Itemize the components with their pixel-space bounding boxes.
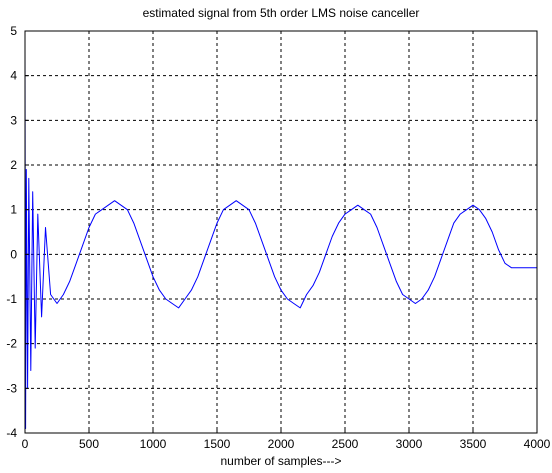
y-axis-ticks: -4 -3 -2 -1 0 1 2 3 4 5 [6,24,29,440]
x-tick-label: 3000 [396,437,423,451]
x-tick-label: 1000 [140,437,167,451]
y-tick-label: 5 [10,24,17,38]
y-tick-label: 4 [10,69,17,83]
y-tick-label: -1 [6,292,17,306]
y-tick-label: -2 [6,337,17,351]
x-tick-label: 0 [22,437,29,451]
x-tick-label: 3500 [460,437,487,451]
y-tick-label: 1 [10,203,17,217]
y-tick-label: -3 [6,381,17,395]
x-axis-label: number of samples---> [220,454,341,468]
grid-lines [25,31,537,433]
x-axis-ticks: 0 500 1000 1500 2000 2500 3000 3500 4000 [22,429,551,451]
x-tick-label: 1500 [204,437,231,451]
chart-title: estimated signal from 5th order LMS nois… [143,6,420,20]
y-tick-label: 3 [10,113,17,127]
series-line [24,48,537,429]
x-tick-label: 4000 [524,437,551,451]
y-tick-label: 2 [10,158,17,172]
y-tick-label: 0 [10,247,17,261]
series-group [24,48,537,429]
x-tick-label: 2000 [268,437,295,451]
x-tick-label: 500 [79,437,99,451]
x-tick-label: 2500 [332,437,359,451]
y-tick-label: -4 [6,426,17,440]
